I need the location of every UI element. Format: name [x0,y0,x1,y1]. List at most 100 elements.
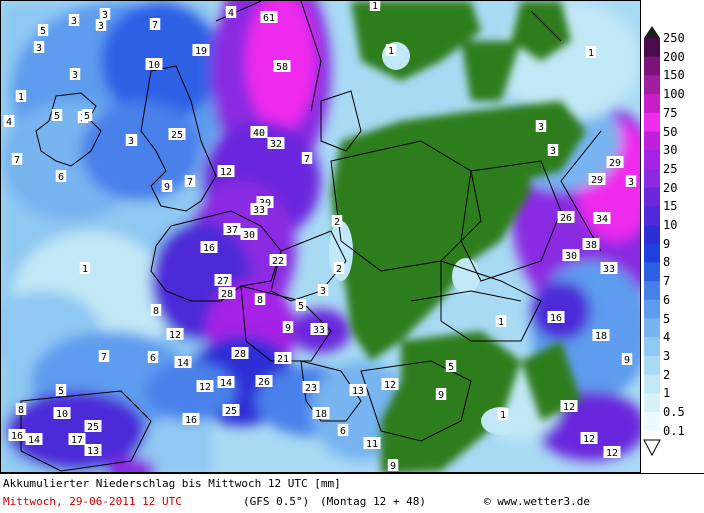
value-label-box [535,120,547,132]
legend-label: 2 [663,367,671,382]
precip-value-label: 8 [153,306,159,317]
precip-value-label: 7 [101,352,107,363]
legend-label: 25 [663,161,678,176]
value-label-box [274,352,292,364]
value-label-box [580,432,598,444]
legend-swatch [644,38,660,58]
legend-label: 0.5 [663,405,685,419]
precip-value-label: 3 [71,16,77,27]
value-label-box [184,175,196,187]
value-label-box [231,347,249,359]
value-label-box [68,433,86,445]
precip-value-label: 9 [164,182,170,193]
value-label-box [255,375,273,387]
value-label-box [11,153,23,165]
precip-value-label: 5 [84,111,90,122]
precip-value-label: 6 [58,172,64,183]
value-label-box [79,262,91,274]
precip-value-label: 17 [71,435,83,446]
value-label-box [222,404,240,416]
value-label-box [33,41,45,53]
value-label-box [333,262,345,274]
precip-value-label: 9 [285,323,291,334]
legend-swatch [644,337,660,357]
map-footer: Akkumulierter Niederschlag bis Mittwoch … [0,473,704,513]
value-label-box [254,293,266,305]
legend-swatch [644,112,660,132]
precip-value-label: 34 [596,214,608,225]
value-label-box [168,128,186,140]
value-label-box [218,287,236,299]
legend-label: 8 [663,255,671,270]
precip-value-label: 26 [258,377,270,388]
precip-value-label: 3 [550,146,556,157]
precip-value-label: 6 [150,353,156,364]
value-label-box [84,420,102,432]
value-label-box [603,446,621,458]
legend-swatch [644,281,660,301]
precip-value-label: 9 [624,355,630,366]
precip-value-label: 19 [195,46,207,57]
precip-value-label: 3 [36,43,42,54]
value-label-box [125,134,137,146]
value-label-box [150,304,162,316]
legend-swatch [644,225,660,245]
legend-label: 7 [663,274,671,289]
precip-value-label: 1 [388,46,394,57]
precip-value-label: 2 [334,217,340,228]
value-label-box [200,241,218,253]
value-label-box [95,19,107,31]
precip-value-label: 10 [56,409,68,420]
value-label-box [250,126,268,138]
precip-value-label: 3 [102,10,108,21]
value-label-box [214,274,232,286]
precip-value-label: 10 [148,60,160,71]
precip-value-label: 7 [187,177,193,188]
value-label-box [381,378,399,390]
value-label-box [182,413,200,425]
value-label-box [84,444,102,456]
precip-value-label: 29 [609,158,621,169]
value-label-box [174,356,192,368]
value-label-box [273,60,291,72]
precip-value-label: 14 [220,378,232,389]
legend-label: 0.1 [663,423,685,438]
value-label-box [560,400,578,412]
precip-value-label: 16 [550,313,562,324]
precip-value-label: 1 [372,1,378,12]
value-label-box [269,254,287,266]
value-label-box [145,58,163,70]
precip-value-label: 13 [87,446,99,457]
precip-value-label: 30 [565,251,577,262]
value-label-box [600,262,618,274]
legend-swatch [644,56,660,76]
value-label-box [223,223,241,235]
precip-value-label: 23 [305,383,317,394]
precip-value-label: 3 [98,21,104,32]
precip-value-label: 18 [315,409,327,420]
value-label-box [99,8,111,20]
legend-label: 1 [663,386,671,401]
source-url[interactable]: www.wetter3.de [497,495,590,508]
precip-value-label: 1 [500,410,506,421]
map-borders [20,1,602,472]
precipitation-map: 6133714531911103581345562540333323297712… [0,0,641,473]
map-canvas: 6133714531911103581345562540333323297712… [1,1,640,472]
precip-value-label: 1 [18,92,24,103]
precip-value-label: 33 [313,325,325,336]
legend-label: 10 [663,218,678,232]
value-label-box [225,6,237,18]
precip-value-label: 26 [560,213,572,224]
precip-value-label: 9 [390,461,396,472]
precip-value-label: 8 [257,295,263,306]
value-label-box [337,424,349,436]
value-label-box [53,407,71,419]
value-label-box [37,24,49,36]
legend-swatch [644,374,660,394]
value-label-box [240,228,258,240]
precip-value-label: 25 [171,130,183,141]
precip-value-label: 7 [304,154,310,165]
value-label-box [217,376,235,388]
legend-top-arrow [644,26,660,38]
value-label-box [625,175,637,187]
